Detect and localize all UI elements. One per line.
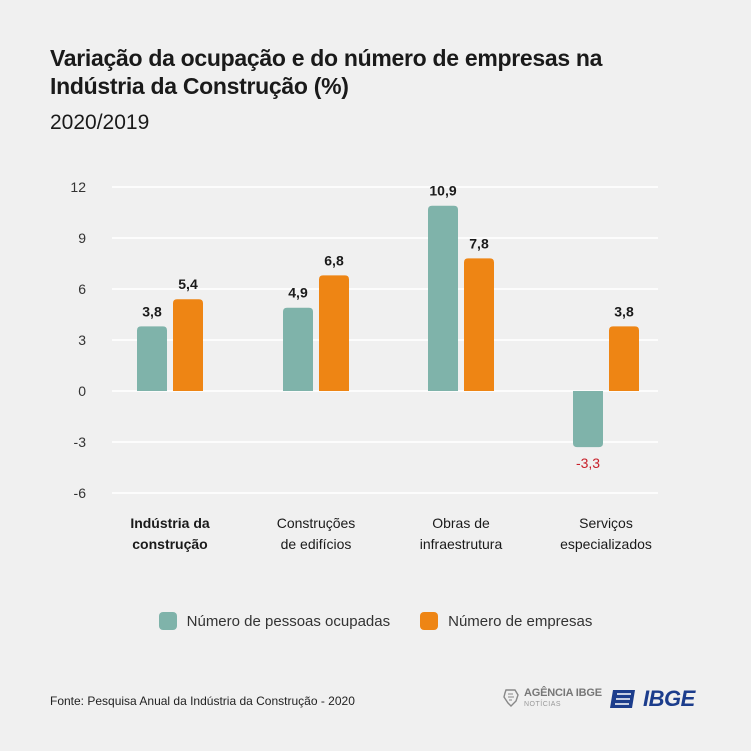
bar-pessoas <box>428 205 458 391</box>
data-label: 4,9 <box>288 285 308 301</box>
agencia-logo-text: AGÊNCIA IBGE <box>524 687 602 699</box>
bar-empresas <box>173 299 203 391</box>
y-axis-ticks: 12 9 6 3 0 -3 -6 <box>70 179 86 501</box>
legend: Número de pessoas ocupadas Número de emp… <box>0 612 751 630</box>
data-label: -3,3 <box>576 455 600 471</box>
category-label: de edifícios <box>281 536 352 552</box>
bar-empresas <box>609 326 639 391</box>
x-axis-categories: Indústria da construção Construções de edif… <box>130 515 652 552</box>
category-label: infraestrutura <box>420 536 503 552</box>
bars <box>137 205 639 448</box>
y-tick-label: 12 <box>70 179 86 195</box>
gridlines <box>112 186 658 494</box>
legend-item-empresas: Número de empresas <box>420 612 592 630</box>
data-label: 10,9 <box>429 183 456 199</box>
y-tick-label: 3 <box>78 332 86 348</box>
chart-subtitle: 2020/2019 <box>50 111 150 134</box>
data-label: 5,4 <box>178 276 198 292</box>
brazil-map-icon <box>503 689 519 707</box>
legend-swatch-empresas <box>420 612 439 630</box>
data-label: 3,8 <box>614 303 634 319</box>
legend-swatch-pessoas <box>158 612 177 630</box>
legend-label-empresas: Número de empresas <box>448 612 593 630</box>
bar-pessoas <box>137 326 167 391</box>
y-tick-label: 0 <box>78 383 86 399</box>
bar-empresas <box>319 275 349 391</box>
category-label: Indústria da <box>130 515 210 531</box>
y-tick-label: -6 <box>74 485 87 501</box>
agencia-ibge-logo: AGÊNCIA IBGE NOTÍCIAS <box>503 688 602 708</box>
data-label: 3,8 <box>142 303 162 319</box>
data-label: 6,8 <box>324 252 344 268</box>
category-label: Obras de <box>432 515 490 531</box>
category-label: Serviços <box>579 515 633 531</box>
legend-label-pessoas: Número de pessoas ocupadas <box>186 612 391 630</box>
data-label: 7,8 <box>469 235 489 251</box>
agencia-logo-subtext: NOTÍCIAS <box>524 701 562 708</box>
ibge-logo-text: IBGE <box>643 686 695 711</box>
legend-item-pessoas: Número de pessoas ocupadas <box>158 612 391 630</box>
chart-title: Variação da ocupação e do número de empr… <box>50 45 603 99</box>
y-tick-label: -3 <box>74 434 87 450</box>
y-tick-label: 6 <box>78 281 86 297</box>
category-label: construção <box>132 536 207 552</box>
category-label: Construções <box>277 515 356 531</box>
ibge-mark-icon <box>610 690 635 708</box>
ibge-logo: IBGE <box>609 686 695 712</box>
source-note: Fonte: Pesquisa Anual da Indústria da Co… <box>50 694 355 708</box>
bar-pessoas <box>573 391 603 448</box>
category-label: especializados <box>560 536 652 552</box>
bar-pessoas <box>283 307 313 391</box>
y-tick-label: 9 <box>78 230 86 246</box>
data-labels: 3,8 4,9 10,9 -3,3 5,4 6,8 7,8 3,8 <box>142 183 634 471</box>
bar-empresas <box>464 258 494 391</box>
